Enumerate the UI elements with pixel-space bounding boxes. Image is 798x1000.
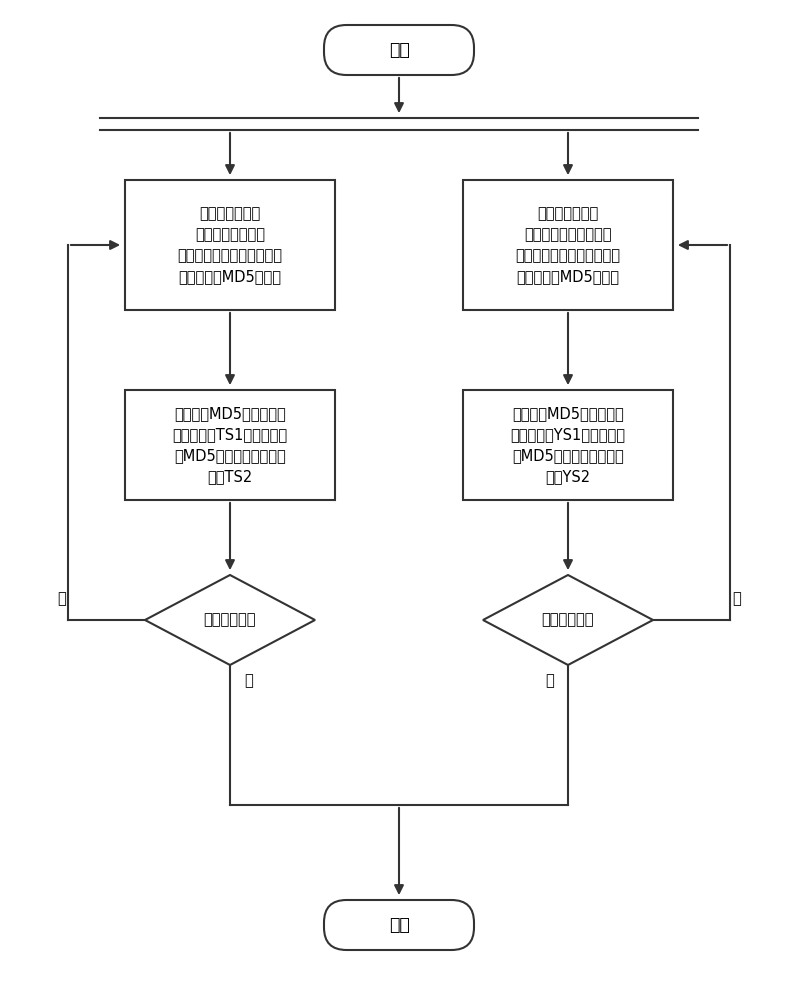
Text: 是: 是 bbox=[545, 673, 554, 688]
Text: 否: 否 bbox=[732, 591, 741, 606]
FancyBboxPatch shape bbox=[125, 180, 335, 310]
Text: 开始: 开始 bbox=[389, 41, 409, 59]
Text: 读取备用数据库
中数据的一条记录，将
主键值与其对应的整条记录
的值转化成MD5散列值: 读取备用数据库 中数据的一条记录，将 主键值与其对应的整条记录 的值转化成MD5… bbox=[516, 206, 621, 284]
FancyBboxPatch shape bbox=[125, 390, 335, 500]
Text: 是: 是 bbox=[244, 673, 253, 688]
FancyBboxPatch shape bbox=[324, 900, 474, 950]
Text: 文件是否读完: 文件是否读完 bbox=[203, 612, 256, 628]
Polygon shape bbox=[145, 575, 315, 665]
FancyBboxPatch shape bbox=[324, 25, 474, 75]
FancyBboxPatch shape bbox=[463, 390, 673, 500]
Text: 业务主键MD5散列值存入
字符串数组TS1，整条记录
的MD5散列值存入字符串
数组TS2: 业务主键MD5散列值存入 字符串数组TS1，整条记录 的MD5散列值存入字符串 … bbox=[172, 406, 287, 484]
FancyBboxPatch shape bbox=[463, 180, 673, 310]
Text: 业务主键MD5散列值存入
字符串数组YS1，整条记录
的MD5散列值存入字符串
数组YS2: 业务主键MD5散列值存入 字符串数组YS1，整条记录 的MD5散列值存入字符串 … bbox=[511, 406, 626, 484]
Polygon shape bbox=[483, 575, 653, 665]
Text: 结束: 结束 bbox=[389, 916, 409, 934]
Text: 否: 否 bbox=[57, 591, 66, 606]
Text: 文件是否读完: 文件是否读完 bbox=[542, 612, 595, 628]
Text: 读取主用数据库
中的一条记录，将
主键值与其对应的整条记录
的值转化成MD5散列值: 读取主用数据库 中的一条记录，将 主键值与其对应的整条记录 的值转化成MD5散列… bbox=[177, 206, 282, 284]
